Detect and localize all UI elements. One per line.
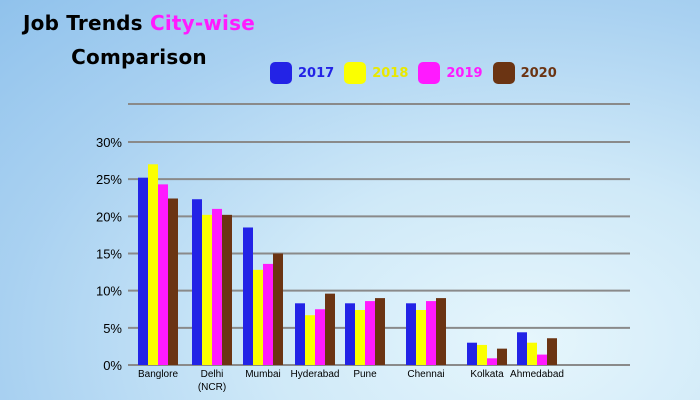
y-tick-label: 25% [96, 172, 122, 187]
legend-label-2017: 2017 [298, 65, 335, 81]
bar-pune-2019 [365, 301, 375, 365]
bar-mumbai-2020 [273, 253, 283, 365]
bar-kolkata-2017 [467, 342, 477, 365]
bar-kolkata-2018 [477, 344, 487, 365]
x-tick-label: Ahmedabad [510, 369, 564, 380]
y-tick-label: 0% [103, 358, 122, 373]
x-tick-label: Hyderabad [291, 369, 340, 380]
bar-kolkata-2019 [487, 358, 497, 365]
x-tick-sublabel: (NCR) [198, 382, 226, 393]
y-tick-label: 20% [96, 209, 122, 224]
bar-chennai-2019 [426, 301, 436, 365]
x-tick-label: Banglore [138, 369, 178, 380]
legend-item-2020: 2020 [492, 62, 557, 84]
bar-pune-2017 [345, 303, 355, 365]
y-tick-label: 5% [103, 321, 122, 336]
legend-label-2018: 2018 [372, 65, 409, 81]
legend: 2017 2018 2019 2020 [270, 60, 567, 86]
bar-delhi-2018 [202, 214, 212, 365]
legend-label-2020: 2020 [520, 65, 557, 81]
bar-mumbai-2017 [243, 227, 253, 365]
x-tick-label: Pune [353, 369, 377, 380]
x-tick-label: Mumbai [245, 369, 281, 380]
bar-delhi-2017 [192, 199, 202, 365]
bar-pune-2020 [375, 298, 385, 365]
legend-item-2017: 2017 [270, 62, 334, 84]
x-tick-label: Chennai [407, 369, 444, 380]
bar-banglore-2018 [148, 164, 158, 365]
bar-hyderabad-2020 [325, 293, 335, 365]
x-tick-label: Delhi [201, 369, 224, 380]
bar-hyderabad-2018 [305, 315, 315, 365]
chart-title: Job Trends City-wise Comparison [14, 6, 264, 74]
bar-hyderabad-2017 [295, 303, 305, 365]
legend-item-2018: 2018 [344, 62, 408, 84]
bar-ahmedabad-2017 [517, 332, 527, 365]
bar-mumbai-2018 [253, 269, 263, 365]
bar-banglore-2019 [158, 184, 168, 365]
legend-label-2019: 2019 [446, 65, 483, 81]
bar-banglore-2020 [168, 198, 178, 365]
y-tick-label: 30% [96, 135, 122, 150]
bar-banglore-2017 [138, 177, 148, 365]
bar-kolkata-2020 [497, 348, 507, 365]
bar-ahmedabad-2020 [547, 338, 557, 365]
x-tick-label: Kolkata [470, 369, 504, 380]
bar-chennai-2017 [406, 303, 416, 365]
legend-swatch-2019 [418, 62, 441, 84]
bar-ahmedabad-2019 [537, 354, 547, 365]
title-part-1: Job Trends [22, 11, 143, 35]
bar-delhi-2020 [222, 214, 232, 365]
legend-swatch-2017 [270, 62, 292, 84]
bar-delhi-2019 [212, 208, 222, 365]
y-tick-label: 10% [96, 284, 122, 299]
bar-chennai-2020 [436, 298, 446, 365]
legend-swatch-2020 [492, 62, 515, 84]
legend-swatch-2018 [344, 62, 367, 84]
title-part-2: City-wise [149, 11, 255, 35]
bar-pune-2018 [355, 309, 365, 365]
bar-hyderabad-2019 [315, 309, 325, 365]
bar-mumbai-2019 [263, 263, 273, 365]
title-part-3: Comparison [71, 45, 207, 69]
legend-item-2019: 2019 [418, 62, 483, 84]
bar-ahmedabad-2018 [527, 342, 537, 365]
y-tick-label: 15% [96, 247, 122, 262]
bar-chennai-2018 [416, 309, 426, 365]
